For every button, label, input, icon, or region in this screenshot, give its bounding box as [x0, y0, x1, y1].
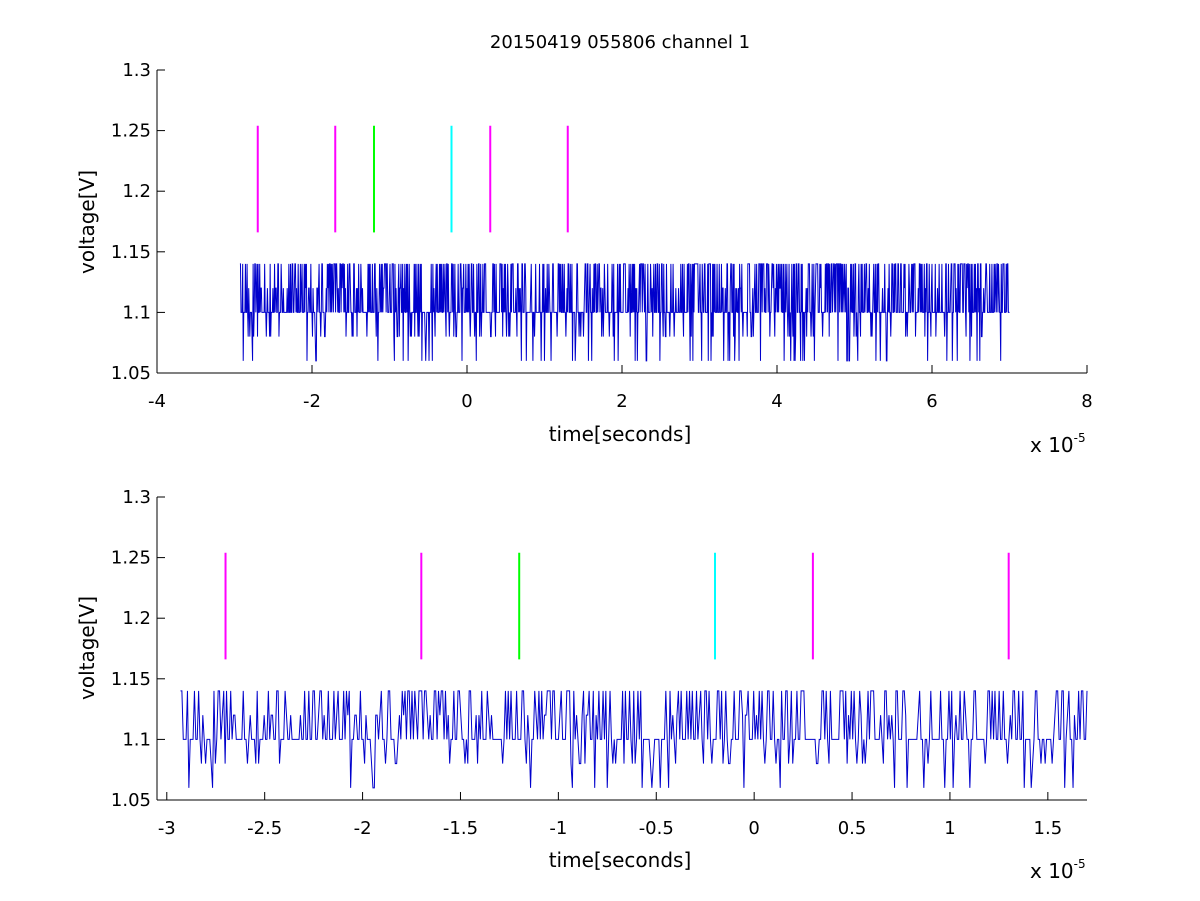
x-tick-label: -4 — [148, 391, 166, 412]
x-tick-label: -2 — [354, 818, 372, 839]
y-tick-label: 1.05 — [111, 790, 151, 811]
y-tick-label: 1.25 — [111, 548, 151, 569]
bottom-plot-signal — [180, 690, 1088, 789]
plot-title: 20150419 055806 channel 1 — [490, 32, 750, 53]
x-tick-label: -3 — [158, 818, 176, 839]
top-plot-axes — [156, 70, 1087, 374]
x-tick-label: 8 — [1081, 391, 1092, 412]
bottom-plot-axes — [156, 497, 1087, 801]
top-plot-markers — [256, 125, 569, 233]
bottom-x-exponent-power: -5 — [1074, 857, 1086, 871]
top-plot: 20150419 055806 channel 1 1.05 1.1 1.15 1.2… — [75, 32, 1093, 457]
signal-trace — [239, 263, 1010, 362]
bottom-y-axis-label: voltage[V] — [75, 596, 99, 700]
y-tick-label: 1.3 — [122, 60, 151, 81]
top-x-axis-label: time[seconds] — [549, 422, 692, 446]
y-tick-label: 1.1 — [122, 302, 151, 323]
x-tick-label: -1.5 — [443, 818, 478, 839]
x-tick-label: -2.5 — [247, 818, 282, 839]
top-plot-ticks: 1.05 1.1 1.15 1.2 1.25 1.3 -4 -2 0 2 4 6 8 — [111, 60, 1093, 412]
y-tick-label: 1.2 — [122, 608, 151, 629]
top-x-exponent-base: x 10 — [1030, 433, 1074, 457]
y-tick-label: 1.2 — [122, 181, 151, 202]
bottom-plot: 1.05 1.1 1.15 1.2 1.25 1.3 -3 -2.5 -2 -1.5 -1 -0.5 0… — [75, 487, 1088, 883]
x-tick-label: 4 — [771, 391, 782, 412]
y-tick-label: 1.15 — [111, 242, 151, 263]
x-tick-label: 1 — [944, 818, 955, 839]
bottom-x-axis-label: time[seconds] — [549, 848, 692, 872]
x-tick-label: 6 — [926, 391, 937, 412]
x-tick-label: -1 — [549, 818, 567, 839]
bottom-x-exponent: x 10-5 — [1030, 857, 1086, 883]
x-tick-label: 2 — [616, 391, 627, 412]
x-tick-label: -0.5 — [639, 818, 674, 839]
x-tick-label: 0 — [461, 391, 472, 412]
top-x-exponent-power: -5 — [1074, 431, 1086, 445]
x-tick-label: 0.5 — [838, 818, 867, 839]
y-tick-label: 1.05 — [111, 363, 151, 384]
top-plot-signal — [239, 263, 1010, 362]
y-tick-label: 1.15 — [111, 669, 151, 690]
x-tick-label: 1.5 — [1034, 818, 1063, 839]
bottom-plot-markers — [224, 552, 1010, 660]
x-tick-label: -2 — [303, 391, 321, 412]
top-x-exponent: x 10-5 — [1030, 431, 1086, 457]
signal-trace — [180, 690, 1088, 789]
bottom-x-exponent-base: x 10 — [1030, 859, 1074, 883]
top-y-axis-label: voltage[V] — [75, 170, 99, 274]
bottom-plot-ticks: 1.05 1.1 1.15 1.2 1.25 1.3 -3 -2.5 -2 -1.5 -1 -0.5 0… — [111, 487, 1062, 839]
x-tick-label: 0 — [748, 818, 759, 839]
y-tick-label: 1.25 — [111, 121, 151, 142]
y-tick-label: 1.1 — [122, 729, 151, 750]
y-tick-label: 1.3 — [122, 487, 151, 508]
